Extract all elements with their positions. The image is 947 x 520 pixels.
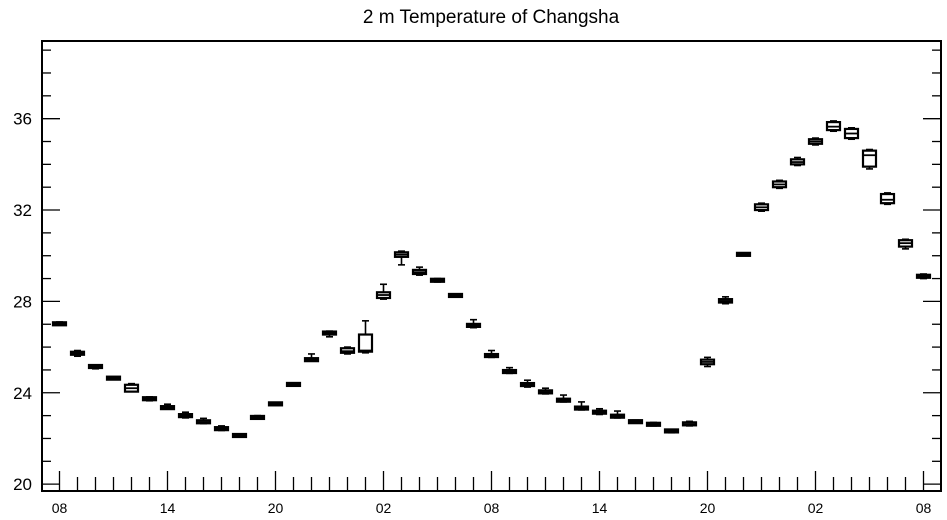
box-plot-item bbox=[249, 414, 266, 421]
box-plot-item bbox=[429, 277, 446, 283]
box-plot-item bbox=[393, 250, 410, 266]
x-tick-label: 08 bbox=[916, 500, 932, 516]
x-tick-label: 02 bbox=[808, 500, 824, 516]
x-tick-label: 20 bbox=[268, 500, 284, 516]
box-plot-item bbox=[663, 428, 680, 434]
box-plot-item bbox=[519, 379, 536, 388]
box-plot-item bbox=[591, 407, 608, 416]
y-tick-label: 24 bbox=[13, 384, 32, 403]
box-plot-item bbox=[501, 366, 518, 375]
box-plot-item bbox=[789, 156, 806, 167]
iqr-box bbox=[861, 149, 878, 168]
iqr-box bbox=[357, 333, 374, 353]
box-plot-item bbox=[771, 179, 788, 190]
box-plot-item bbox=[123, 382, 140, 393]
box-series bbox=[51, 120, 932, 439]
box-plot-item bbox=[699, 356, 716, 368]
y-tick-label: 36 bbox=[13, 110, 32, 129]
box-plot-item bbox=[375, 283, 392, 300]
box-plot-item bbox=[753, 202, 770, 212]
box-plot-item bbox=[231, 432, 248, 439]
axis-tick-labels: 20 24 28 32 36 08 14 20 02 08 14 20 02 08 bbox=[13, 110, 931, 516]
box-plot-item bbox=[321, 330, 338, 338]
x-tick-label: 14 bbox=[160, 500, 176, 516]
box-plot-item bbox=[285, 381, 302, 388]
chart-title: 2 m Temperature of Changsha bbox=[363, 7, 620, 28]
box-plot-item bbox=[303, 353, 320, 363]
box-plot-item bbox=[177, 411, 194, 419]
box-plot-item bbox=[897, 238, 914, 250]
box-plot-item bbox=[537, 387, 554, 395]
box-plot-item bbox=[735, 251, 752, 257]
iqr-box bbox=[879, 192, 896, 205]
box-plot-item bbox=[159, 403, 176, 411]
box-plot-item bbox=[843, 127, 860, 141]
box-plot-item bbox=[141, 396, 158, 402]
box-plot-item bbox=[267, 401, 284, 407]
x-tick-label: 08 bbox=[52, 500, 68, 516]
box-plot-item bbox=[105, 375, 122, 381]
x-tick-label: 02 bbox=[376, 500, 392, 516]
y-tick-label: 28 bbox=[13, 292, 32, 311]
x-tick-label: 14 bbox=[592, 500, 608, 516]
box-plot-item bbox=[339, 346, 356, 355]
box-plot-item bbox=[447, 292, 464, 299]
box-plot-item bbox=[879, 192, 896, 206]
y-tick-label: 32 bbox=[13, 201, 32, 220]
box-plot-item bbox=[483, 349, 500, 359]
box-plot-item bbox=[195, 417, 212, 425]
box-plot-item bbox=[717, 296, 734, 305]
box-plot-item bbox=[807, 137, 824, 146]
x-tick-label: 20 bbox=[700, 500, 716, 516]
box-plot-item bbox=[573, 401, 590, 411]
y-tick-label: 20 bbox=[13, 475, 32, 494]
box-plot-item bbox=[627, 419, 644, 425]
box-plot-item bbox=[357, 320, 374, 354]
axis-ticks bbox=[42, 49, 941, 491]
box-plot-item bbox=[681, 420, 698, 427]
box-plot-item bbox=[411, 266, 428, 276]
box-plot-item bbox=[465, 318, 482, 329]
box-plot-item bbox=[69, 349, 86, 358]
box-plot-item bbox=[915, 273, 932, 280]
x-tick-label: 08 bbox=[484, 500, 500, 516]
box-plot-item bbox=[213, 425, 230, 432]
box-plot-item bbox=[645, 421, 662, 427]
box-plot-item bbox=[825, 120, 842, 133]
box-plot-item bbox=[87, 363, 104, 370]
box-plot-item bbox=[609, 410, 626, 419]
box-plot-item bbox=[861, 148, 878, 170]
box-plot-item bbox=[555, 394, 572, 403]
box-plot-item bbox=[51, 321, 68, 327]
